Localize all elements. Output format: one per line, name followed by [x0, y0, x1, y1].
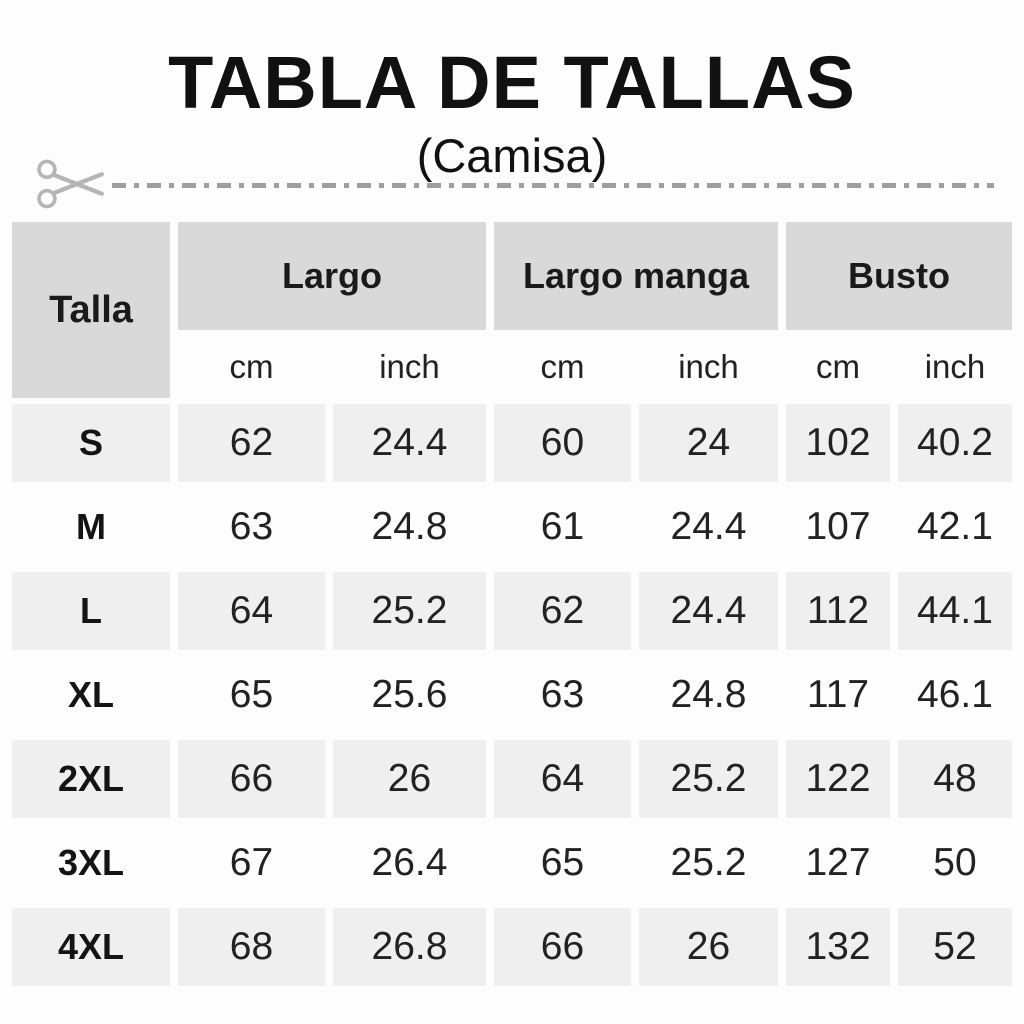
column-group-largo: Largo — [178, 222, 486, 330]
cell-busto-inch: 50 — [933, 841, 977, 884]
column-group-largo-manga: Largo manga — [494, 222, 778, 330]
header: TABLA DE TALLAS (Camisa) — [0, 46, 1024, 179]
cell-largo-cm: 66 — [178, 740, 325, 818]
cell-busto-inch: 52 — [898, 908, 1012, 986]
cell-manga-inch: 26 — [639, 908, 778, 986]
column-header-talla: Talla — [12, 222, 170, 398]
cell-busto-inch: 44.1 — [898, 572, 1012, 650]
page-title: TABLA DE TALLAS — [168, 41, 856, 124]
unit-header-manga-cm: cm — [540, 348, 585, 385]
cell-largo-cm: 62 — [178, 404, 325, 482]
cell-largo-inch: 25.2 — [333, 572, 486, 650]
row-size-label: L — [12, 572, 170, 650]
cell-manga-inch: 24.4 — [639, 572, 778, 650]
row-size-label: 2XL — [12, 740, 170, 818]
cell-busto-cm: 102 — [786, 404, 890, 482]
cell-largo-inch: 25.6 — [371, 673, 448, 716]
cell-largo-inch: 24.8 — [371, 505, 448, 548]
cell-busto-cm: 112 — [786, 572, 890, 650]
cell-manga-cm: 60 — [494, 404, 631, 482]
cell-largo-inch: 26.4 — [371, 841, 448, 884]
cell-largo-inch: 26.8 — [333, 908, 486, 986]
cell-manga-cm: 66 — [494, 908, 631, 986]
cell-busto-inch: 42.1 — [917, 505, 993, 548]
unit-header-largo-cm: cm — [229, 348, 274, 385]
unit-header-largo-inch: inch — [379, 348, 440, 385]
cell-manga-cm: 61 — [540, 505, 585, 548]
column-group-busto: Busto — [786, 222, 1012, 330]
row-size-label: M — [76, 506, 106, 547]
cell-largo-inch: 26 — [333, 740, 486, 818]
cell-manga-inch: 25.2 — [639, 740, 778, 818]
cell-busto-inch: 46.1 — [917, 673, 993, 716]
cell-busto-cm: 132 — [786, 908, 890, 986]
row-size-label: S — [12, 404, 170, 482]
size-table: Talla Largo Largo manga Busto cm inch cm… — [12, 222, 1012, 986]
cell-manga-cm: 63 — [540, 673, 585, 716]
cell-largo-cm: 67 — [229, 841, 274, 884]
unit-header-manga-inch: inch — [678, 348, 739, 385]
cell-largo-cm: 65 — [229, 673, 274, 716]
row-size-label: 3XL — [57, 842, 125, 883]
cell-largo-cm: 68 — [178, 908, 325, 986]
cell-manga-inch: 24.4 — [670, 505, 747, 548]
row-size-label: XL — [67, 674, 114, 715]
cell-largo-cm: 64 — [178, 572, 325, 650]
cut-dash-line — [112, 183, 994, 188]
cell-largo-inch: 24.4 — [333, 404, 486, 482]
cell-busto-inch: 48 — [898, 740, 1012, 818]
unit-header-busto-cm: cm — [816, 348, 860, 385]
page-subtitle: (Camisa) — [402, 132, 622, 179]
unit-header-busto-inch: inch — [924, 348, 986, 385]
cell-manga-inch: 24 — [639, 404, 778, 482]
cell-busto-cm: 117 — [806, 673, 870, 716]
cell-busto-inch: 40.2 — [898, 404, 1012, 482]
cell-manga-cm: 64 — [494, 740, 631, 818]
row-size-label: 4XL — [12, 908, 170, 986]
cell-manga-cm: 65 — [540, 841, 585, 884]
cell-manga-inch: 25.2 — [670, 841, 747, 884]
subtitle-row: (Camisa) — [0, 132, 1024, 179]
cell-largo-cm: 63 — [229, 505, 274, 548]
cell-busto-cm: 107 — [805, 505, 871, 548]
cell-manga-inch: 24.8 — [670, 673, 747, 716]
cell-busto-cm: 122 — [786, 740, 890, 818]
scissors-icon — [37, 159, 104, 209]
cell-manga-cm: 62 — [494, 572, 631, 650]
cell-busto-cm: 127 — [805, 841, 871, 884]
